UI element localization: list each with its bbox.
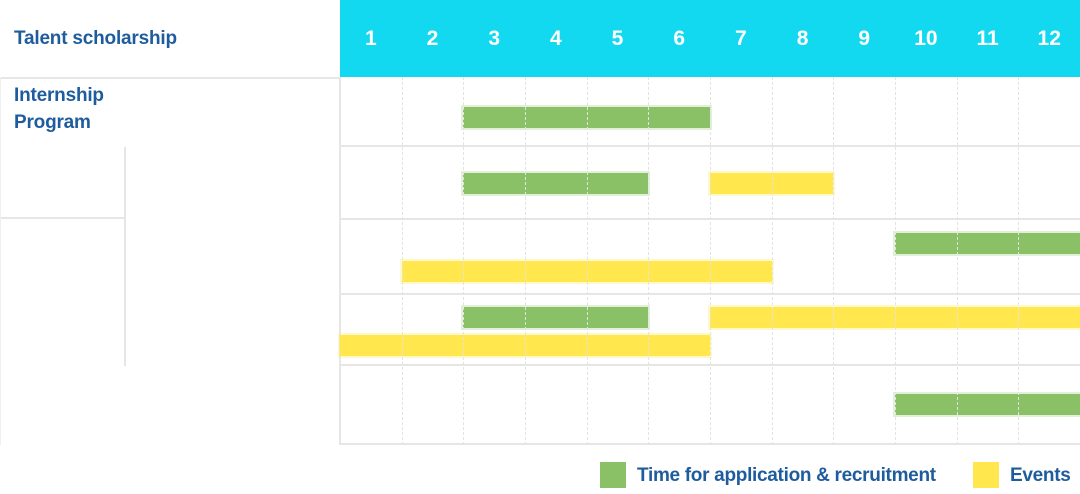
application-recruitment-bar xyxy=(895,233,1080,254)
legend-events-swatch xyxy=(973,462,999,488)
month-header-8: 8 xyxy=(796,26,809,50)
row-label-line: Talent scholarship xyxy=(14,28,177,49)
month-gridline xyxy=(771,77,773,445)
month-header-row: 1 2 3 4 5 6 7 8 9 10 11 12 xyxy=(340,0,1080,77)
application-recruitment-bar xyxy=(463,173,649,194)
group-label-line: Program xyxy=(14,111,91,133)
table-left-border xyxy=(0,77,1,445)
month-header-5: 5 xyxy=(611,26,624,50)
legend-application-label: Time for application & recruitment xyxy=(637,465,936,486)
legend-application-swatch xyxy=(600,462,626,488)
month-header-12: 12 xyxy=(1037,26,1061,50)
application-recruitment-bar xyxy=(895,394,1080,415)
application-recruitment-bar xyxy=(463,307,649,328)
month-gridline xyxy=(895,77,896,445)
month-gridline xyxy=(648,77,650,445)
month-gridline xyxy=(833,77,835,445)
group-label-line: Internship xyxy=(14,84,104,106)
row-label-talent-scholarship: Talent scholarship xyxy=(0,0,340,79)
month-gridline xyxy=(463,77,465,445)
month-gridline xyxy=(525,77,526,445)
month-header-2: 2 xyxy=(426,26,439,50)
month-gridline xyxy=(956,77,958,445)
legend-events-label: Events xyxy=(1010,465,1071,486)
month-header-9: 9 xyxy=(858,26,871,50)
group-column-divider xyxy=(124,147,126,366)
month-gridline xyxy=(1018,77,1020,445)
month-header-1: 1 xyxy=(364,26,377,50)
month-header-4: 4 xyxy=(550,26,562,50)
month-header-7: 7 xyxy=(735,26,747,50)
month-header-6: 6 xyxy=(673,26,686,50)
gantt-plot-area xyxy=(340,77,1080,445)
label-chart-divider xyxy=(339,77,341,445)
month-header-3: 3 xyxy=(488,26,501,50)
month-header-10: 10 xyxy=(914,26,938,50)
month-gridline xyxy=(401,77,403,445)
month-gridline xyxy=(586,77,588,445)
month-header-11: 11 xyxy=(976,26,999,50)
month-gridline xyxy=(710,77,711,445)
